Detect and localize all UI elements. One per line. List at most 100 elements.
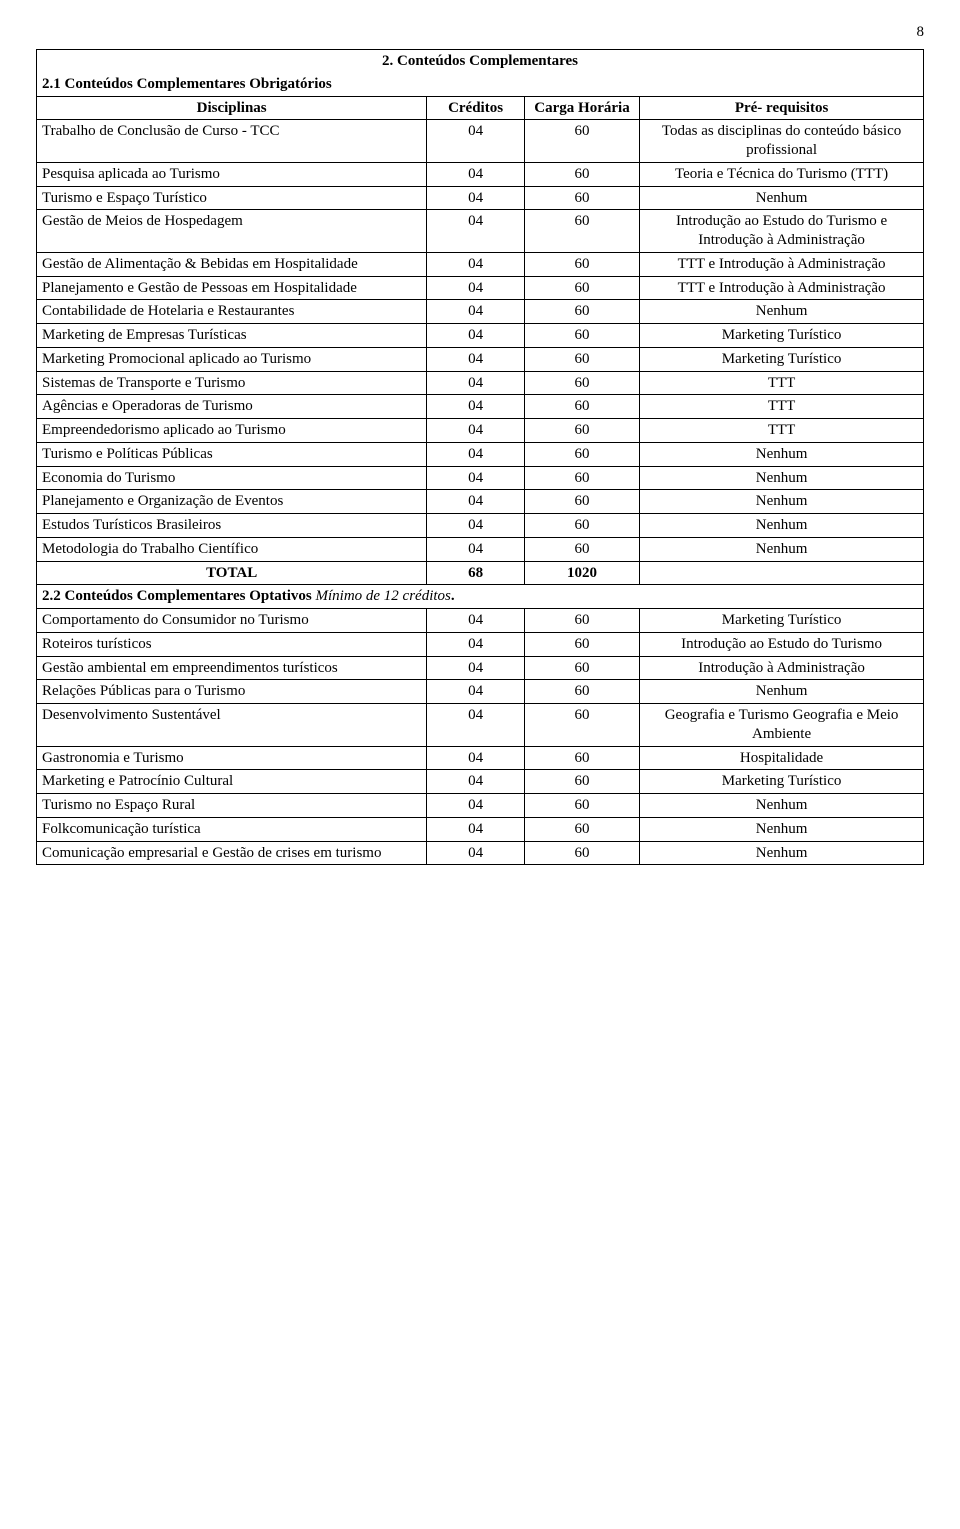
- carga-cell: 60: [524, 680, 639, 704]
- prereq-cell: Introdução ao Estudo do Turismo e Introd…: [640, 210, 924, 253]
- disc-cell: Trabalho de Conclusão de Curso - TCC: [37, 120, 427, 163]
- cred-cell: 04: [427, 704, 525, 747]
- table-row: Agências e Operadoras de Turismo0460TTT: [37, 395, 924, 419]
- carga-cell: 60: [524, 704, 639, 747]
- prereq-cell: Marketing Turístico: [640, 347, 924, 371]
- subsection-2-row: 2.2 Conteúdos Complementares Optativos M…: [37, 585, 924, 609]
- table-row: Gestão ambiental em empreendimentos turí…: [37, 656, 924, 680]
- disc-cell: Economia do Turismo: [37, 466, 427, 490]
- total-empty: [640, 561, 924, 585]
- table-row: Marketing de Empresas Turísticas0460Mark…: [37, 324, 924, 348]
- table-row: Planejamento e Organização de Eventos046…: [37, 490, 924, 514]
- carga-cell: 60: [524, 186, 639, 210]
- table-row: Empreendedorismo aplicado ao Turismo0460…: [37, 419, 924, 443]
- subsection-1-cell: 2.1 Conteúdos Complementares Obrigatório…: [37, 73, 924, 96]
- prereq-cell: Nenhum: [640, 841, 924, 865]
- table-row: Marketing Promocional aplicado ao Turism…: [37, 347, 924, 371]
- subsection-2-label: 2.2 Conteúdos Complementares Optativos: [42, 588, 312, 604]
- disc-cell: Estudos Turísticos Brasileiros: [37, 514, 427, 538]
- carga-cell: 60: [524, 120, 639, 163]
- cred-cell: 04: [427, 746, 525, 770]
- disc-cell: Gestão de Meios de Hospedagem: [37, 210, 427, 253]
- disc-cell: Metodologia do Trabalho Científico: [37, 537, 427, 561]
- total-row: TOTAL681020: [37, 561, 924, 585]
- carga-cell: 60: [524, 817, 639, 841]
- carga-cell: 60: [524, 300, 639, 324]
- cred-cell: 04: [427, 770, 525, 794]
- carga-cell: 60: [524, 395, 639, 419]
- subsection-1-label: 2.1 Conteúdos Complementares Obrigatório…: [42, 76, 332, 92]
- cred-cell: 04: [427, 817, 525, 841]
- cred-cell: 04: [427, 841, 525, 865]
- carga-cell: 60: [524, 419, 639, 443]
- carga-cell: 60: [524, 794, 639, 818]
- disc-cell: Marketing e Patrocínio Cultural: [37, 770, 427, 794]
- header-carga: Carga Horária: [524, 96, 639, 120]
- disc-cell: Comportamento do Consumidor no Turismo: [37, 609, 427, 633]
- prereq-cell: Nenhum: [640, 817, 924, 841]
- disc-cell: Comunicação empresarial e Gestão de cris…: [37, 841, 427, 865]
- curriculum-table: 2. Conteúdos Complementares 2.1 Conteúdo…: [36, 49, 924, 865]
- cred-cell: 04: [427, 490, 525, 514]
- disc-cell: Gestão ambiental em empreendimentos turí…: [37, 656, 427, 680]
- disc-cell: Roteiros turísticos: [37, 632, 427, 656]
- cred-cell: 04: [427, 609, 525, 633]
- cred-cell: 04: [427, 324, 525, 348]
- prereq-cell: Nenhum: [640, 514, 924, 538]
- table-row: Turismo e Espaço Turístico0460Nenhum: [37, 186, 924, 210]
- table-row: Comportamento do Consumidor no Turismo04…: [37, 609, 924, 633]
- disc-cell: Relações Públicas para o Turismo: [37, 680, 427, 704]
- disc-cell: Turismo no Espaço Rural: [37, 794, 427, 818]
- prereq-cell: Geografia e Turismo Geografia e Meio Amb…: [640, 704, 924, 747]
- table-row: Comunicação empresarial e Gestão de cris…: [37, 841, 924, 865]
- prereq-cell: Introdução à Administração: [640, 656, 924, 680]
- prereq-cell: Nenhum: [640, 490, 924, 514]
- table-row: Contabilidade de Hotelaria e Restaurante…: [37, 300, 924, 324]
- prereq-cell: Marketing Turístico: [640, 324, 924, 348]
- prereq-cell: Nenhum: [640, 300, 924, 324]
- disc-cell: Agências e Operadoras de Turismo: [37, 395, 427, 419]
- prereq-cell: TTT: [640, 371, 924, 395]
- disc-cell: Empreendedorismo aplicado ao Turismo: [37, 419, 427, 443]
- disc-cell: Planejamento e Gestão de Pessoas em Hosp…: [37, 276, 427, 300]
- prereq-cell: Nenhum: [640, 794, 924, 818]
- table-row: Economia do Turismo0460Nenhum: [37, 466, 924, 490]
- prereq-cell: TTT e Introdução à Administração: [640, 252, 924, 276]
- prereq-cell: TTT e Introdução à Administração: [640, 276, 924, 300]
- cred-cell: 04: [427, 395, 525, 419]
- total-label: TOTAL: [37, 561, 427, 585]
- carga-cell: 60: [524, 514, 639, 538]
- prereq-cell: Hospitalidade: [640, 746, 924, 770]
- table-row: Gestão de Alimentação & Bebidas em Hospi…: [37, 252, 924, 276]
- cred-cell: 04: [427, 632, 525, 656]
- disc-cell: Turismo e Políticas Públicas: [37, 442, 427, 466]
- cred-cell: 04: [427, 162, 525, 186]
- section-title-cell: 2. Conteúdos Complementares: [37, 50, 924, 73]
- total-creditos: 68: [427, 561, 525, 585]
- cred-cell: 04: [427, 656, 525, 680]
- prereq-cell: Nenhum: [640, 186, 924, 210]
- cred-cell: 04: [427, 276, 525, 300]
- cred-cell: 04: [427, 347, 525, 371]
- disc-cell: Planejamento e Organização de Eventos: [37, 490, 427, 514]
- cred-cell: 04: [427, 419, 525, 443]
- cred-cell: 04: [427, 537, 525, 561]
- table-row: Turismo e Políticas Públicas0460Nenhum: [37, 442, 924, 466]
- disc-cell: Contabilidade de Hotelaria e Restaurante…: [37, 300, 427, 324]
- cred-cell: 04: [427, 514, 525, 538]
- total-carga: 1020: [524, 561, 639, 585]
- subsection-2-period: .: [451, 588, 455, 604]
- carga-cell: 60: [524, 276, 639, 300]
- section-title: 2. Conteúdos Complementares: [382, 53, 578, 69]
- table-row: Metodologia do Trabalho Científico0460Ne…: [37, 537, 924, 561]
- carga-cell: 60: [524, 162, 639, 186]
- table-row: Estudos Turísticos Brasileiros0460Nenhum: [37, 514, 924, 538]
- header-prereq: Pré- requisitos: [640, 96, 924, 120]
- carga-cell: 60: [524, 609, 639, 633]
- table-row: Sistemas de Transporte e Turismo0460TTT: [37, 371, 924, 395]
- header-creditos: Créditos: [427, 96, 525, 120]
- carga-cell: 60: [524, 490, 639, 514]
- table-row: Trabalho de Conclusão de Curso - TCC0460…: [37, 120, 924, 163]
- table-row: Gestão de Meios de Hospedagem0460Introdu…: [37, 210, 924, 253]
- carga-cell: 60: [524, 442, 639, 466]
